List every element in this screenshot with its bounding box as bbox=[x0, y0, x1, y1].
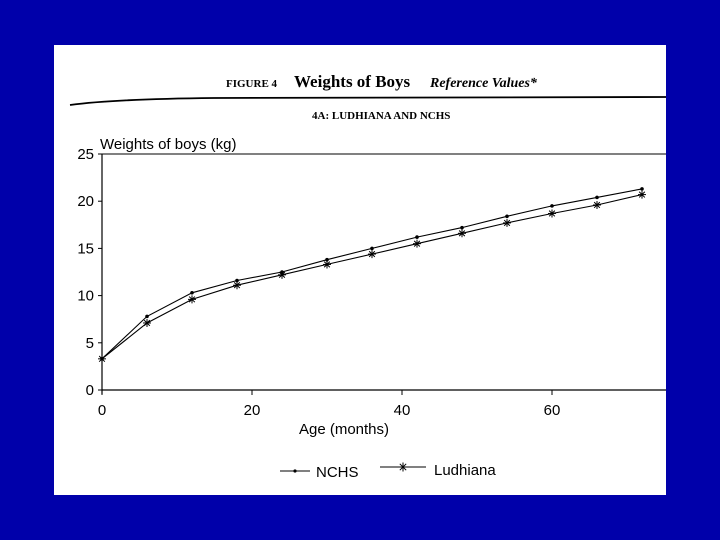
data-point-nchs bbox=[325, 257, 329, 262]
data-point-ludhiana bbox=[593, 200, 601, 209]
y-tick-label: 15 bbox=[77, 240, 94, 257]
data-point-ludhiana bbox=[503, 218, 511, 227]
data-point-ludhiana bbox=[143, 318, 151, 327]
y-tick-label: 5 bbox=[86, 335, 94, 352]
data-point-nchs bbox=[460, 225, 464, 230]
data-point-ludhiana bbox=[413, 239, 421, 248]
data-point-nchs bbox=[415, 235, 419, 239]
data-point-ludhiana bbox=[368, 250, 376, 259]
axes bbox=[101, 153, 666, 394]
ticks: 0 5 10 15 20 25 0 20 40 60 bbox=[77, 146, 560, 419]
x-axis-label: Age (months) bbox=[299, 421, 389, 438]
data-point-ludhiana bbox=[638, 190, 646, 199]
y-tick-label: 20 bbox=[77, 193, 94, 210]
data-point-nchs bbox=[505, 214, 509, 219]
data-point-nchs bbox=[145, 314, 149, 319]
x-tick-label: 20 bbox=[244, 402, 261, 419]
data-point-nchs bbox=[235, 278, 239, 283]
series bbox=[98, 187, 646, 363]
legend-ludhiana-label: Ludhiana bbox=[434, 462, 496, 479]
legend-ludhiana-marker bbox=[398, 462, 408, 472]
figure-label: FIGURE 4 bbox=[226, 78, 278, 90]
legend-nchs-marker bbox=[293, 469, 297, 473]
legend-asterisk bbox=[398, 462, 408, 472]
series-line-ludhiana bbox=[101, 194, 643, 360]
y-tick-label: 25 bbox=[77, 146, 94, 163]
legend-nchs-label: NCHS bbox=[316, 464, 359, 481]
panel-label: 4A: LUDHIANA AND NCHS bbox=[312, 110, 450, 122]
data-point-ludhiana bbox=[548, 209, 556, 218]
figure-panel: FIGURE 4 Weights of Boys Reference Value… bbox=[54, 45, 666, 495]
chart-title: Weights of boys (kg) bbox=[100, 136, 236, 153]
data-point-nchs bbox=[640, 187, 644, 191]
series-line-nchs bbox=[101, 188, 643, 360]
data-point-nchs bbox=[550, 204, 554, 208]
x-tick-label: 40 bbox=[394, 402, 411, 419]
data-point-nchs bbox=[190, 290, 194, 295]
data-point-ludhiana bbox=[278, 270, 286, 279]
data-point-ludhiana bbox=[233, 281, 241, 290]
data-point-ludhiana bbox=[323, 260, 331, 269]
y-tick-label: 10 bbox=[77, 288, 94, 305]
legend: NCHS Ludhiana bbox=[280, 462, 496, 481]
data-point-nchs bbox=[370, 246, 374, 251]
x-tick-label: 0 bbox=[98, 402, 106, 419]
figure-title: Weights of Boys bbox=[294, 72, 411, 91]
y-tick-label: 0 bbox=[86, 382, 94, 399]
chart-svg: FIGURE 4 Weights of Boys Reference Value… bbox=[69, 72, 666, 481]
data-point-ludhiana bbox=[458, 229, 466, 238]
data-point-ludhiana bbox=[188, 295, 196, 304]
figure-subtitle: Reference Values* bbox=[429, 76, 538, 91]
data-point-ludhiana bbox=[98, 354, 106, 363]
header-rule bbox=[69, 96, 666, 106]
data-point-nchs bbox=[595, 195, 599, 200]
figure-header: FIGURE 4 Weights of Boys Reference Value… bbox=[69, 72, 666, 122]
x-tick-label: 60 bbox=[544, 402, 561, 419]
